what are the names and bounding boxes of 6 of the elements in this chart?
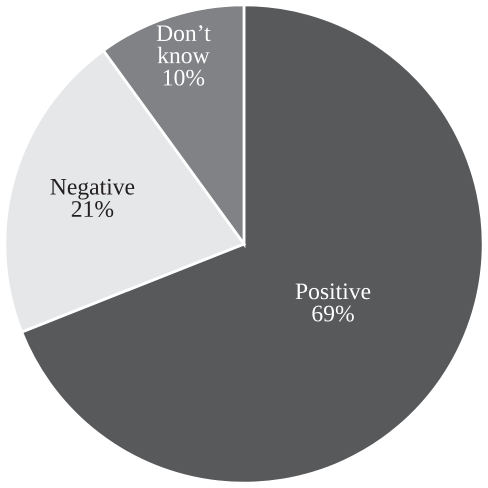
slice-label: Positive [296, 283, 370, 300]
data-label: 69% [312, 306, 354, 322]
data-label: 10% [164, 70, 204, 86]
slice-label: Negative [50, 178, 134, 200]
slice-label: Don’t know [156, 25, 211, 64]
data-label: 21% [72, 201, 114, 218]
